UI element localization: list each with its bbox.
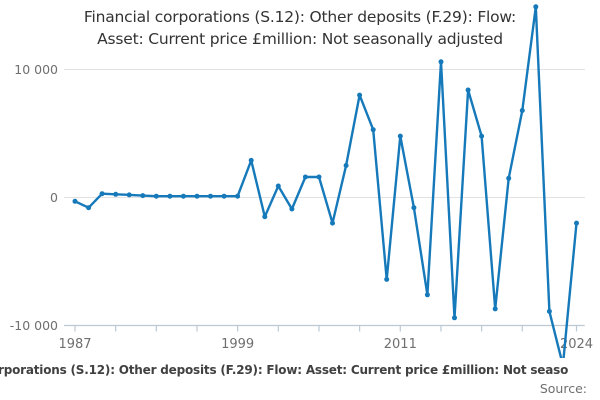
data-point[interactable]: [411, 205, 417, 211]
data-point[interactable]: [397, 133, 403, 139]
data-point[interactable]: [343, 163, 349, 168]
data-point[interactable]: [316, 174, 322, 180]
data-point[interactable]: [248, 157, 254, 163]
x-axis-label: 1987: [58, 337, 91, 352]
data-point[interactable]: [574, 220, 579, 226]
data-point[interactable]: [438, 59, 444, 65]
chart-title: Financial corporations (S.12): Other dep…: [0, 6, 600, 50]
data-point[interactable]: [424, 292, 430, 298]
data-point[interactable]: [167, 193, 173, 199]
source-label: Source:: [539, 381, 587, 396]
data-point[interactable]: [262, 214, 268, 220]
y-axis-label: -10 000: [10, 318, 58, 333]
x-axis-label: 2011: [384, 337, 417, 352]
data-point[interactable]: [99, 191, 105, 197]
data-point[interactable]: [86, 205, 92, 211]
data-line: [73, 5, 578, 358]
data-point[interactable]: [302, 174, 308, 180]
chart-title-line2: Asset: Current price £million: Not seaso…: [97, 30, 503, 48]
data-point[interactable]: [180, 193, 186, 199]
data-point[interactable]: [113, 191, 119, 197]
data-point[interactable]: [330, 220, 335, 226]
data-point[interactable]: [289, 206, 295, 212]
data-point[interactable]: [479, 133, 485, 139]
data-point[interactable]: [370, 127, 376, 133]
y-axis-label: 10 000: [14, 62, 58, 77]
y-axis-label: 0: [50, 190, 58, 205]
data-point[interactable]: [533, 4, 539, 10]
data-point[interactable]: [140, 193, 146, 199]
data-point[interactable]: [153, 193, 159, 199]
x-axis-label: 1999: [221, 337, 254, 352]
footer-caption: rporations (S.12): Other deposits (F.29)…: [0, 363, 569, 377]
data-point[interactable]: [126, 192, 132, 198]
data-point[interactable]: [72, 198, 78, 204]
chart-title-line1: Financial corporations (S.12): Other dep…: [83, 8, 517, 26]
data-point[interactable]: [452, 315, 457, 321]
data-point[interactable]: [194, 193, 200, 199]
data-point[interactable]: [221, 193, 227, 199]
data-point[interactable]: [546, 308, 552, 314]
data-point[interactable]: [492, 306, 498, 312]
data-point[interactable]: [465, 87, 471, 93]
data-point[interactable]: [275, 183, 281, 189]
x-axis-label: 2024: [560, 337, 593, 352]
data-point[interactable]: [235, 193, 241, 199]
data-point[interactable]: [208, 193, 213, 199]
data-point[interactable]: [506, 175, 512, 181]
data-point[interactable]: [357, 92, 363, 98]
data-point[interactable]: [519, 108, 525, 113]
data-point[interactable]: [384, 276, 390, 282]
